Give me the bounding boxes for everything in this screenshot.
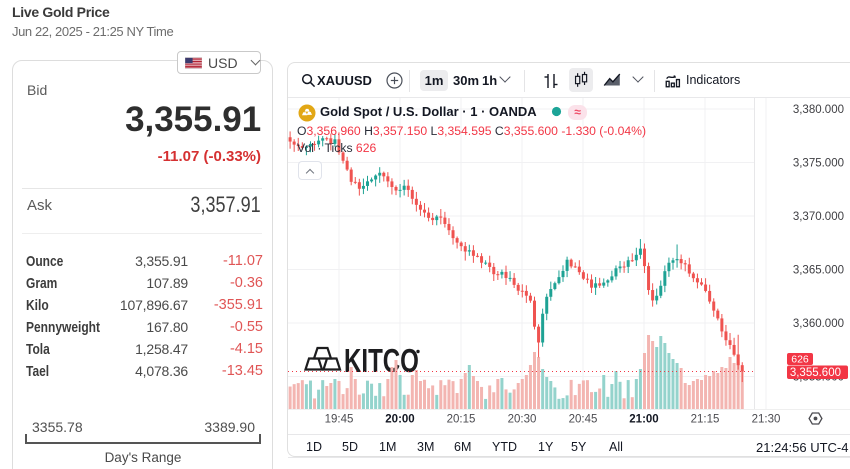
svg-text:3,375.000: 3,375.000 [793,158,844,170]
svg-text:20:30: 20:30 [508,414,537,426]
svg-text:3,365.000: 3,365.000 [793,265,844,277]
svg-text:KITCO: KITCO [344,343,419,380]
svg-text:3,355.600: 3,355.600 [790,367,841,379]
svg-text:19:45: 19:45 [325,414,354,426]
svg-text:21:30: 21:30 [752,414,781,426]
svg-text:20:15: 20:15 [447,414,476,426]
svg-text:3,370.000: 3,370.000 [793,211,844,223]
svg-text:21:00: 21:00 [629,414,658,426]
svg-text:3,380.000: 3,380.000 [793,104,844,116]
svg-text:21:15: 21:15 [691,414,720,426]
svg-text:3,360.000: 3,360.000 [793,318,844,330]
svg-text:20:00: 20:00 [385,414,414,426]
svg-text:20:45: 20:45 [569,414,598,426]
svg-text:626: 626 [791,354,809,366]
